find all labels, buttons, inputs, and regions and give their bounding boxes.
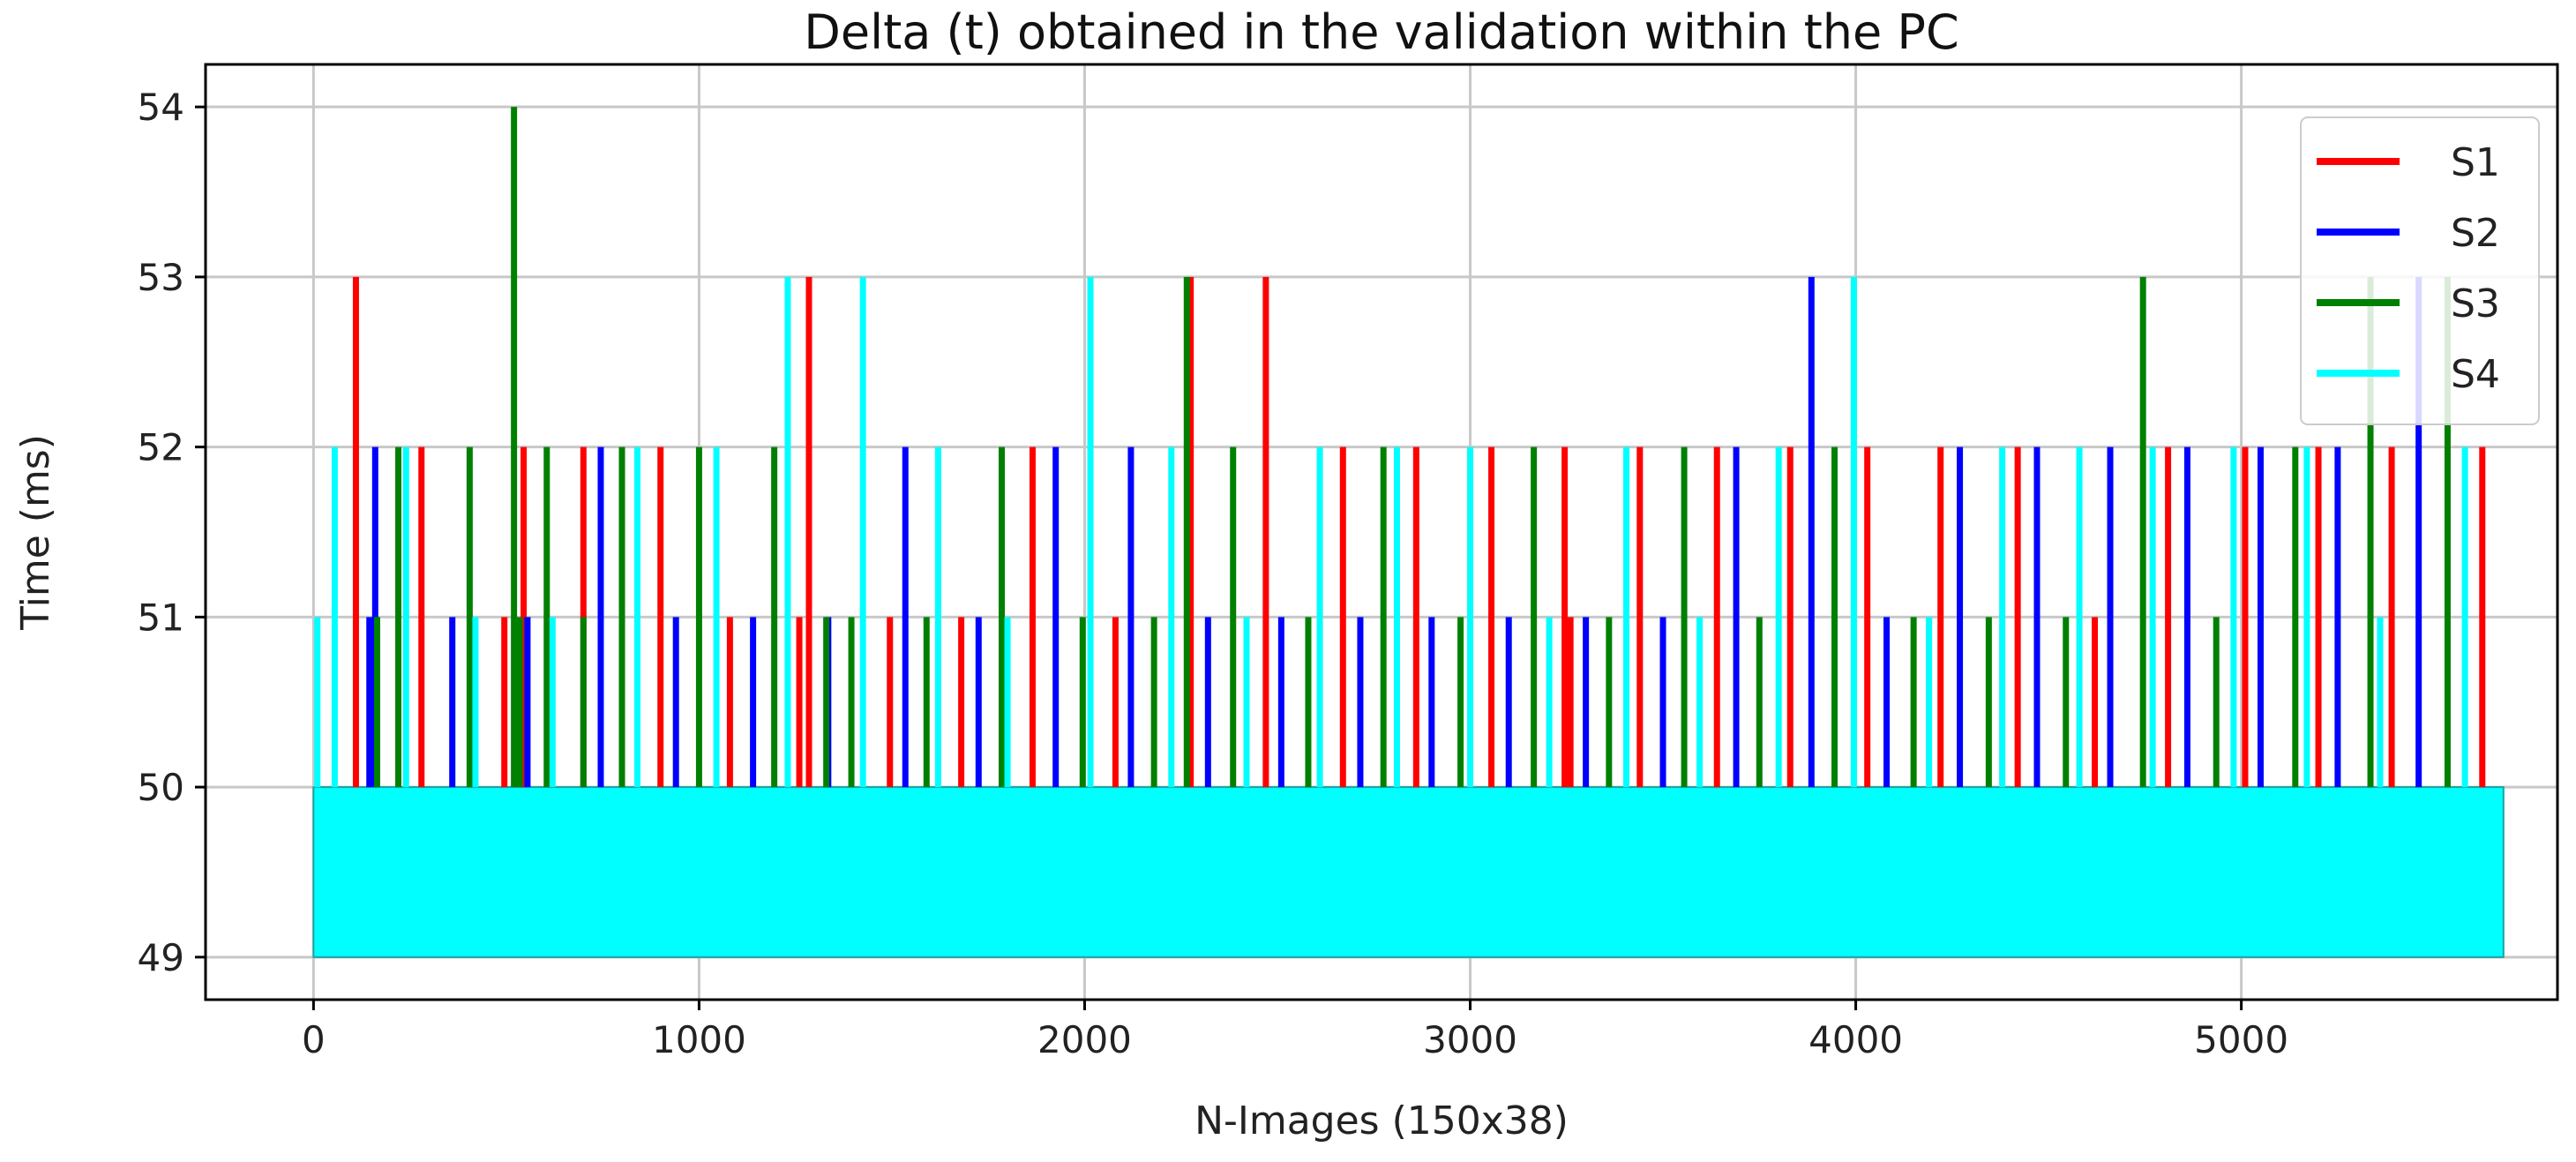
legend-label-s2: S2 (2451, 211, 2500, 256)
y-tick-label: 54 (138, 86, 184, 129)
legend: S1 S2 S3 S4 (2300, 116, 2540, 425)
x-tick-label: 4000 (1808, 1018, 1903, 1061)
series-s2 (366, 276, 2422, 788)
legend-label-s1: S1 (2451, 140, 2500, 185)
x-tick-label: 3000 (1423, 1018, 1517, 1061)
x-axis-label: N-Images (150x38) (1194, 1098, 1569, 1143)
chart-title: Delta (t) obtained in the validation wit… (804, 4, 1958, 60)
y-tick-label: 49 (138, 936, 184, 979)
x-tick-label: 1000 (652, 1018, 746, 1061)
y-tick-label: 50 (138, 766, 184, 809)
series-s4 (314, 276, 2468, 788)
baseline-oscillation-band (312, 786, 2505, 958)
tick-layer: 0 1000 2000 3000 4000 5000 49 50 51 52 53 54 (138, 86, 2289, 1061)
legend-label-s4: S4 (2451, 352, 2500, 397)
x-tick-label: 0 (302, 1018, 326, 1061)
baseline-band-layer (312, 786, 2505, 958)
y-axis-label: Time (ms) (13, 434, 58, 631)
series-s1 (352, 276, 2486, 788)
x-tick-label: 2000 (1037, 1018, 1132, 1061)
x-tick-label: 5000 (2194, 1018, 2288, 1061)
plot-frame (204, 63, 2559, 1001)
spike-layer (314, 107, 2486, 788)
y-tick-label: 52 (138, 426, 184, 469)
legend-label-s3: S3 (2451, 281, 2500, 326)
y-tick-label: 53 (138, 256, 184, 299)
legend-box (2300, 116, 2540, 425)
y-tick-label: 51 (138, 596, 184, 639)
